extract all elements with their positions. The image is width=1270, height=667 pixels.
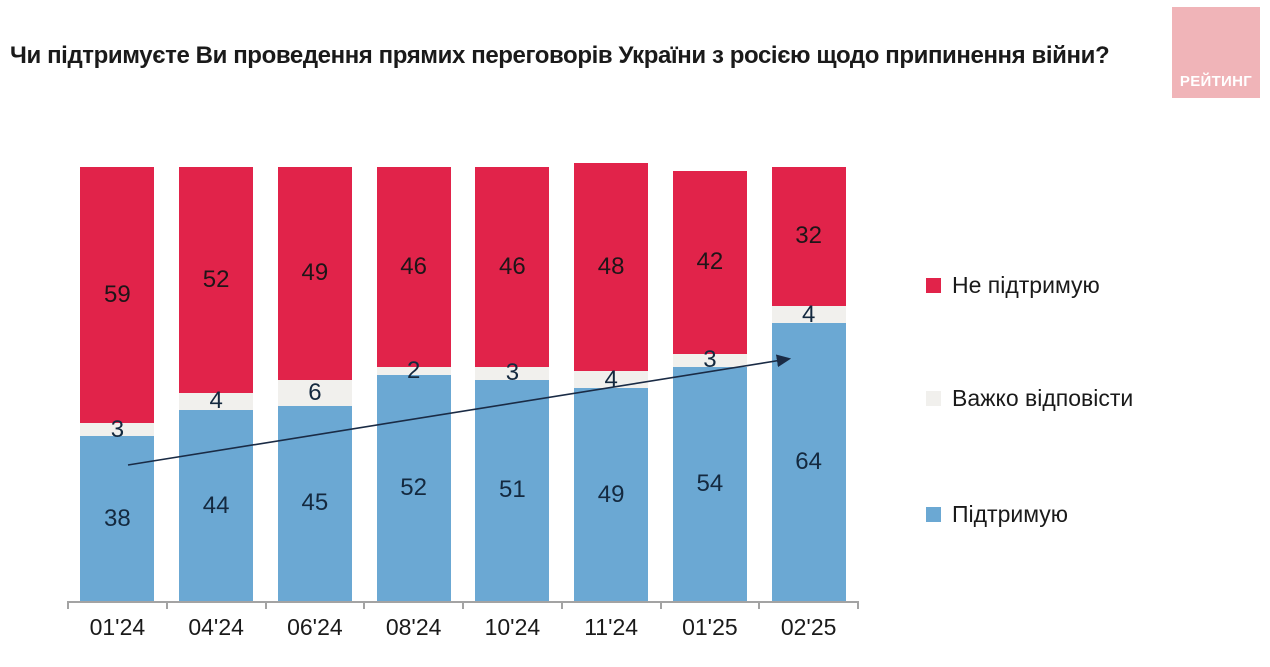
x-axis-tick [659,601,662,609]
against-value-label: 48 [597,252,625,280]
against-value-label: 32 [795,222,822,250]
legend-label-against: Не підтримую [952,271,1100,298]
x-axis-label: 02'25 [780,614,837,640]
hard-to-answer-swatch-icon [926,390,941,406]
bar-segment-against [179,167,254,393]
x-axis-tick [67,601,69,609]
support-value-label: 45 [301,489,329,517]
support-value-label: 44 [202,491,230,519]
hard-to-answer-value-label: 3 [110,415,125,443]
x-axis-tick [462,601,464,609]
hard-to-answer-value-label: 6 [308,378,322,406]
x-axis-label: 08'24 [385,614,442,640]
x-axis-tick [363,601,366,609]
hard-to-answer-value-label: 3 [703,346,717,374]
hard-to-answer-value-label: 4 [801,300,816,328]
against-value-label: 52 [202,265,230,293]
x-axis-tick [758,601,761,609]
bar-segment-against [672,171,747,354]
chart-title: Чи підтримуєте Ви проведення прямих пере… [10,42,1110,69]
hard-to-answer-value-label: 4 [209,387,223,415]
bar-segment-hard-to-answer [771,305,846,324]
hard-to-answer-value-label: 4 [604,365,618,393]
against-value-label: 42 [696,248,724,276]
against-value-label: 46 [400,252,427,280]
x-axis-tick [165,601,168,609]
x-axis-label: 11'24 [584,614,639,640]
support-value-label: 49 [597,480,625,508]
support-value-label: 52 [400,474,427,502]
legend-label-support: Підтримую [952,500,1069,527]
bar-segment-against [574,162,649,371]
legend-item-hard-to-answer: Важко відповісти [926,385,1133,411]
x-axis-label: 10'24 [484,614,541,640]
support-value-label: 51 [499,476,526,504]
x-axis-label: 01'24 [89,614,146,640]
bar-segment-against [475,167,550,367]
against-value-label: 59 [104,281,131,309]
against-value-label: 49 [301,259,329,287]
rating-group-logo: РЕЙТИНГ [1172,7,1260,98]
hard-to-answer-value-label: 3 [505,359,520,387]
x-axis-tick [264,601,267,609]
x-axis-tick [857,601,859,609]
legend-item-against: Не підтримую [926,272,1100,298]
x-axis-label: 01'25 [682,614,738,640]
support-value-label: 54 [696,469,724,497]
x-axis-tick [560,601,563,609]
bar-segment-against [771,167,846,306]
bar-segment-against [376,167,451,367]
rating-logo-text: РЕЙТИНГ [1179,73,1253,90]
legend-label-hard-to-answer: Важко відповісти [952,384,1134,411]
against-swatch-icon [926,277,941,293]
bar-segment-against [277,167,352,380]
hard-to-answer-value-label: 2 [406,356,421,384]
x-axis-label: 04'24 [188,614,244,640]
x-axis-label: 06'24 [287,614,343,640]
support-value-label: 38 [104,504,131,532]
against-value-label: 46 [499,252,526,280]
support-swatch-icon [926,506,941,522]
legend-item-support: Підтримую [926,501,1068,527]
support-value-label: 64 [795,448,822,476]
